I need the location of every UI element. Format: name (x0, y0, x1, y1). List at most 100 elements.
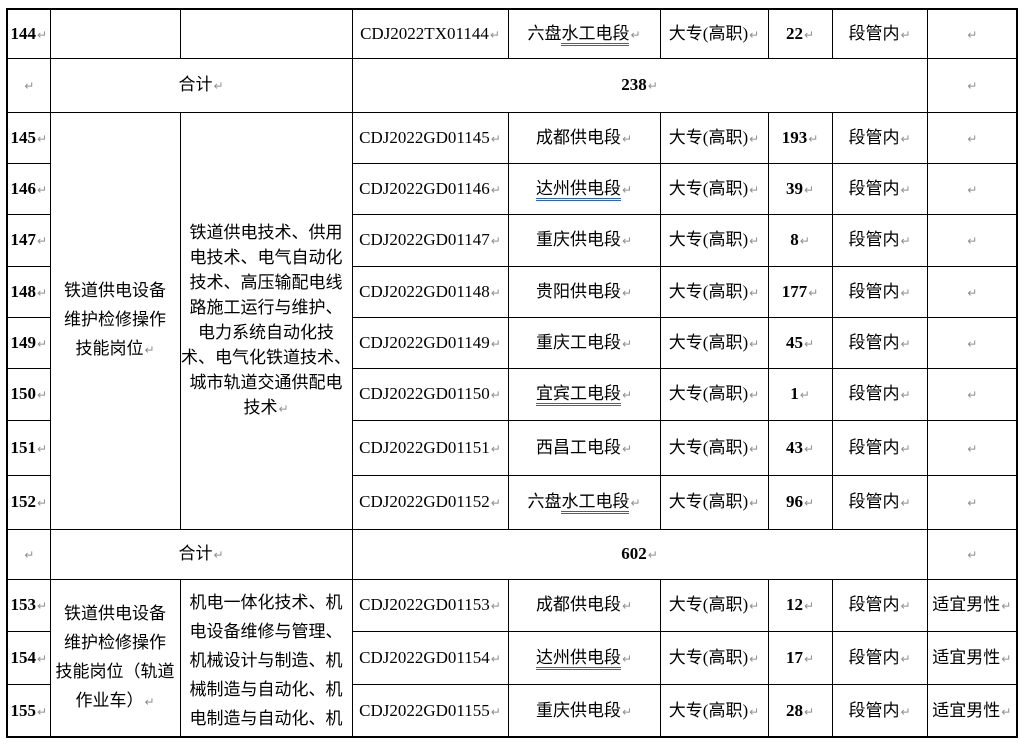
education: 大专(高职) (668, 700, 749, 720)
remark-cell: ↵ (926, 528, 1018, 580)
paragraph-mark-icon: ↵ (621, 336, 633, 351)
total-label: 合计 (178, 74, 213, 94)
table-row: 145↵ 铁道供电设备 维护检修操作 技能岗位↵ 铁道供电技术、供用 电技术、电… (6, 111, 1018, 530)
paragraph-mark-icon: ↵ (1001, 651, 1012, 666)
paragraph-mark-icon: ↵ (621, 599, 633, 614)
paragraph-mark-icon: ↵ (967, 548, 978, 563)
total-label-cell: 合计↵ (49, 528, 353, 580)
paragraph-mark-icon: ↵ (803, 441, 815, 456)
paragraph-mark-icon: ↵ (749, 599, 760, 614)
code-cell: CDJ2022GD01152↵ (351, 474, 509, 530)
paragraph-mark-icon: ↵ (967, 441, 978, 456)
row-number-cell: 154↵ (6, 630, 51, 685)
paragraph-mark-icon: ↵ (647, 79, 658, 94)
code: CDJ2022GD01148 (359, 281, 490, 301)
paragraph-mark-icon: ↵ (967, 28, 978, 43)
count: 17 (785, 647, 803, 667)
row-number: 144 (10, 24, 36, 44)
paragraph-mark-icon: ↵ (621, 131, 633, 146)
paragraph-mark-icon: ↵ (749, 28, 760, 43)
total-label: 合计 (178, 543, 213, 563)
paragraph-mark-icon: ↵ (490, 704, 501, 719)
major-cell-empty (179, 8, 353, 59)
paragraph-mark-icon: ↵ (490, 131, 501, 146)
scope-cell: 段管内↵ (831, 578, 928, 632)
unit-name: 六盘 (527, 24, 562, 44)
remark-cell: ↵ (926, 316, 1018, 369)
code: CDJ2022GD01145 (359, 127, 490, 147)
paragraph-mark-icon: ↵ (749, 388, 760, 403)
scope-cell: 段管内↵ (831, 316, 928, 369)
recruitment-table: 144↵ CDJ2022TX01144↵ 六盘水工电段↵ 大专(高职)↵ 22↵… (6, 8, 1018, 738)
paragraph-mark-icon: ↵ (749, 441, 760, 456)
unit-name-underlined: 水工电段 (561, 492, 630, 515)
code-cell: CDJ2022GD01145↵ (351, 111, 509, 164)
paragraph-mark-icon: ↵ (621, 285, 633, 300)
education-cell: 大专(高职)↵ (659, 162, 769, 215)
paragraph-mark-icon: ↵ (808, 285, 819, 300)
count-cell: 28↵ (767, 683, 833, 738)
unit-cell: 达州供电段↵ (507, 630, 661, 685)
unit-cell: 六盘水工电段↵ (507, 474, 661, 530)
paragraph-mark-icon: ↵ (900, 496, 911, 511)
paragraph-mark-icon: ↵ (647, 548, 658, 563)
total-value: 238 (621, 75, 647, 95)
unit-cell: 成都供电段↵ (507, 111, 661, 164)
scope-cell: 段管内↵ (831, 8, 928, 59)
paragraph-mark-icon: ↵ (490, 234, 501, 249)
paragraph-mark-icon: ↵ (803, 651, 815, 666)
count: 12 (785, 595, 803, 615)
paragraph-mark-icon: ↵ (967, 496, 978, 511)
paragraph-mark-icon: ↵ (749, 651, 760, 666)
unit-cell: 成都供电段↵ (507, 578, 661, 632)
count-cell: 177↵ (767, 265, 833, 318)
table-row: 154↵ CDJ2022GD01154↵ 达州供电段↵ 大专(高职)↵ 17↵ … (6, 630, 1018, 685)
paragraph-mark-icon: ↵ (490, 388, 501, 403)
paragraph-mark-icon: ↵ (630, 28, 641, 43)
paragraph-mark-icon: ↵ (36, 285, 48, 300)
remark-cell: ↵ (926, 419, 1018, 476)
code-cell: CDJ2022GD01154↵ (351, 630, 509, 685)
education: 大专(高职) (668, 332, 749, 352)
count: 177 (781, 281, 808, 301)
paragraph-mark-icon: ↵ (749, 182, 760, 197)
remark-cell: 适宜男性↵ (926, 578, 1018, 632)
education: 大专(高职) (668, 384, 749, 404)
row-number-cell: 144↵ (6, 8, 51, 59)
row-number: 152 (10, 492, 36, 512)
scope-cell: 段管内↵ (831, 213, 928, 267)
remark-cell: ↵ (926, 8, 1018, 59)
code-cell: CDJ2022GD01155↵ (351, 683, 509, 738)
paragraph-mark-icon: ↵ (967, 336, 978, 351)
code: CDJ2022GD01150 (359, 384, 490, 404)
row-number-cell: 149↵ (6, 316, 51, 369)
education-cell: 大专(高职)↵ (659, 8, 769, 59)
unit-cell: 重庆工电段↵ (507, 316, 661, 369)
scope-cell: 段管内↵ (831, 111, 928, 164)
paragraph-mark-icon: ↵ (36, 234, 48, 249)
table-row: 155↵ CDJ2022GD01155↵ 重庆供电段↵ 大专(高职)↵ 28↵ … (6, 683, 1018, 738)
paragraph-mark-icon: ↵ (803, 28, 815, 43)
scope: 段管内 (848, 178, 900, 198)
paragraph-mark-icon: ↵ (630, 496, 641, 511)
paragraph-mark-icon: ↵ (490, 336, 501, 351)
paragraph-mark-icon: ↵ (36, 28, 48, 43)
major-cell: 铁道供电技术、供用 电技术、电气自动化 技术、高压输配电线 路施工运行与维护、 … (179, 111, 353, 530)
paragraph-mark-icon: ↵ (967, 131, 978, 146)
row-number: 151 (10, 437, 36, 457)
code: CDJ2022GD01149 (359, 332, 490, 352)
code: CDJ2022GD01155 (359, 700, 490, 720)
row-number: 153 (10, 595, 36, 615)
total-value: 602 (621, 544, 647, 564)
count-cell: 45↵ (767, 316, 833, 369)
paragraph-mark-icon: ↵ (1001, 599, 1012, 614)
unit-name: 西昌工电段 (535, 437, 621, 457)
count: 28 (785, 700, 803, 720)
paragraph-mark-icon: ↵ (900, 285, 911, 300)
major-list: 机电一体化技术、机 电设备维修与管理、 机械设计与制造、机 械制造与自动化、机 … (189, 592, 343, 728)
code: CDJ2022GD01151 (359, 437, 490, 457)
code-cell: CDJ2022GD01147↵ (351, 213, 509, 267)
paragraph-mark-icon: ↵ (36, 651, 48, 666)
count: 8 (790, 230, 799, 250)
paragraph-mark-icon: ↵ (213, 78, 224, 93)
